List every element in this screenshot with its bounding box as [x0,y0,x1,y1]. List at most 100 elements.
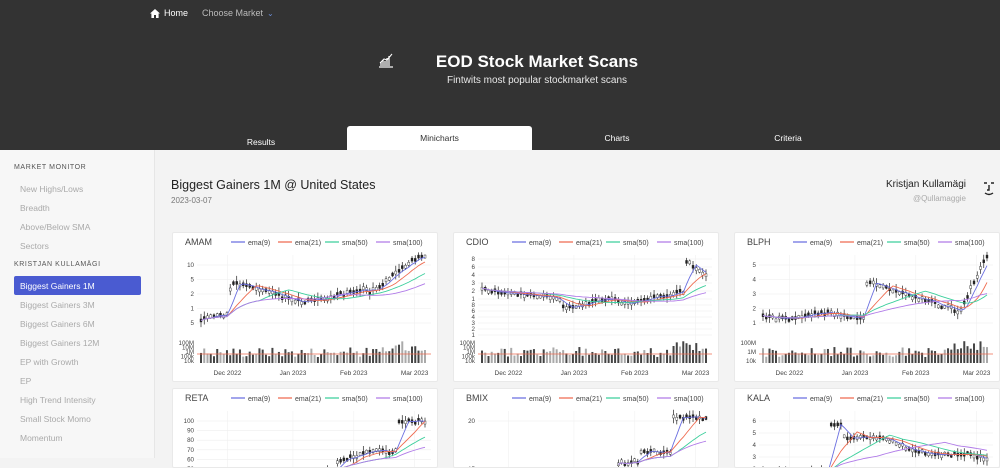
volume-bar [878,352,881,363]
x-tick-label: Mar 2023 [963,370,991,377]
volume-bar [487,356,490,363]
moving-average-line [481,273,707,307]
candle [417,254,420,259]
volume-bar [597,354,600,363]
candle [401,420,404,424]
volume-bar [771,349,774,363]
sidebar-item-ep-with-growth[interactable]: EP with Growth [20,357,79,367]
volume-bar [869,356,872,363]
home-link[interactable]: Home [150,8,188,18]
legend-entry: ema(21) [576,240,602,247]
chart-symbol: CDIO [466,237,489,247]
moving-average-line [343,436,426,467]
volume-bar [313,355,316,363]
sidebar-item-high-trend-intensity[interactable]: High Trend Intensity [20,395,96,405]
candle [235,281,238,285]
candle [639,450,643,454]
volume-bar [901,347,904,363]
volume-tick-label: 1M [185,349,194,356]
legend-entry: ema(9) [529,396,551,403]
tab-minicharts[interactable]: Minicharts [347,126,532,150]
volume-bar [778,356,781,363]
volume-bar [601,349,604,363]
volume-bar [365,347,368,363]
sidebar-item-sectors[interactable]: Sectors [20,241,49,251]
volume-bar [503,348,506,363]
volume-bar [225,350,228,363]
volume-bar [539,356,542,363]
sidebar-item-new-highs-lows[interactable]: New Highs/Lows [20,184,84,194]
volume-bar [820,353,823,363]
candle [875,436,878,441]
volume-bar [817,354,820,363]
candle [924,452,927,456]
candle [907,447,911,451]
candle [523,294,526,298]
sidebar-item-momentum[interactable]: Momentum [20,433,63,443]
volume-bar [526,350,529,363]
tab-criteria[interactable]: Criteria [774,133,802,143]
tab-results[interactable]: Results [246,137,276,147]
sidebar-item-biggest-gainers-6m[interactable]: Biggest Gainers 6M [20,319,95,329]
top-nav: Home Choose Market ⌄ [150,8,274,18]
tab-charts[interactable]: Charts [604,133,630,143]
minichart-card-cdio[interactable]: CDIO ema(9) ema(21) sma(50) sma(100) 8 6 4 3 2 1 8 6… [453,232,719,382]
price-tick-label: 3 [472,280,476,287]
candle [535,295,539,299]
candle [232,281,235,285]
volume-bar [401,341,404,363]
volume-bar [362,353,365,363]
volume-bar [536,354,539,363]
volume-bar [794,352,797,363]
volume-bar [568,354,571,363]
candle [865,282,869,286]
candle [829,422,833,427]
sidebar-item-biggest-gainers-12m[interactable]: Biggest Gainers 12M [20,338,100,348]
candle [414,258,417,262]
moving-average-line [828,423,988,467]
volume-bar [378,351,381,363]
price-tick-label: 1 [472,296,476,303]
sidebar-item-breadth[interactable]: Breadth [20,203,50,213]
sidebar-item-biggest-gainers-1m[interactable]: Biggest Gainers 1M [14,276,141,295]
volume-bar [969,348,972,363]
volume-bar [904,355,907,363]
volume-tick-label: 100M [179,340,194,347]
volume-bar [232,348,235,363]
legend-entry: ema(21) [295,240,321,247]
volume-bar [856,355,859,363]
volume-bar [849,347,852,363]
volume-bar [245,356,248,363]
candle [261,288,264,293]
candle [643,449,646,453]
volume-bar [571,353,574,363]
volume-bar [248,351,251,363]
price-tick-label: 20 [468,418,475,425]
choose-market-dropdown[interactable]: Choose Market ⌄ [202,8,274,18]
moving-average-line [343,421,426,467]
minichart-card-amam[interactable]: AMAM ema(9) ema(21) sma(50) sma(100) 10 5 2 1 5 10… [172,232,438,382]
price-tick-label: 4 [472,272,476,279]
candle [339,459,342,463]
volume-bar [836,354,839,363]
candle [561,304,565,309]
volume-bar [591,351,594,363]
sidebar-item-small-stock-momo[interactable]: Small Stock Momo [20,414,91,424]
minichart-card-reta[interactable]: RETA ema(9) ema(21) sma(50) sma(100) 100 90 80 7… [172,388,438,468]
volume-bar [407,350,410,363]
author-handle[interactable]: @Qullamaggie [912,194,966,203]
candle [691,265,695,269]
sidebar-item-ep[interactable]: EP [20,376,32,386]
volume-bar [268,356,271,363]
candle [362,451,365,455]
sidebar-item-biggest-gainers-3m[interactable]: Biggest Gainers 3M [20,300,95,310]
sidebar-item-above-below-sma[interactable]: Above/Below SMA [20,222,91,232]
volume-bar [705,348,707,363]
x-tick-label: Dec 2022 [495,370,523,377]
candle [401,265,404,269]
candle [985,254,989,259]
legend-entry: ema(21) [576,396,602,403]
minichart-card-blph[interactable]: BLPH ema(9) ema(21) sma(50) sma(100) 5 4 3 2 1 100… [734,232,1000,382]
